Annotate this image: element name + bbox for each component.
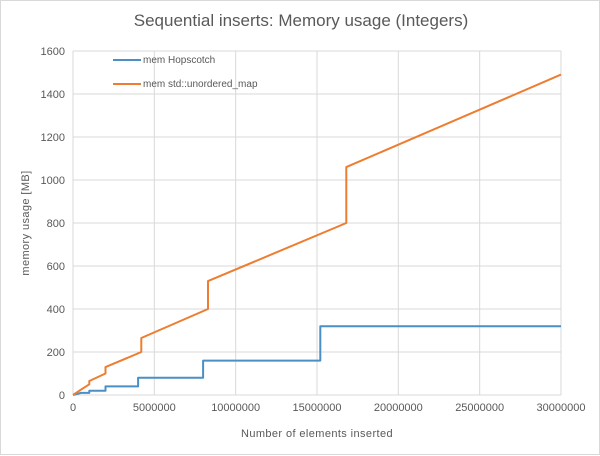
y-tick-label: 1400 [41, 89, 65, 101]
legend-label: mem Hopscotch [143, 55, 215, 66]
series-line-1 [72, 325, 561, 396]
y-tick-label: 800 [47, 218, 65, 230]
x-tick-label: 30000000 [537, 402, 586, 414]
y-tick-label: 0 [59, 390, 65, 402]
y-axis-label: memory usage [MB] [20, 170, 32, 275]
x-tick-label: 0 [70, 402, 76, 414]
x-axis-label: Number of elements inserted [241, 428, 393, 440]
y-tick-label: 400 [47, 304, 65, 316]
series-line-2 [72, 73, 562, 396]
x-tick-label: 10000000 [211, 402, 260, 414]
x-tick-label: 15000000 [293, 402, 342, 414]
y-tick-label: 600 [47, 261, 65, 273]
y-tick-label: 1600 [41, 46, 65, 58]
y-tick-label: 1200 [41, 132, 65, 144]
legend-label: mem std::unordered_map [143, 79, 258, 90]
y-tick-label: 200 [47, 347, 65, 359]
x-tick-label: 20000000 [374, 402, 423, 414]
x-tick-label: 25000000 [455, 402, 504, 414]
chart-title: Sequential inserts: Memory usage (Intege… [133, 11, 469, 30]
y-tick-label: 1000 [41, 175, 65, 187]
x-tick-label: 5000000 [133, 402, 176, 414]
